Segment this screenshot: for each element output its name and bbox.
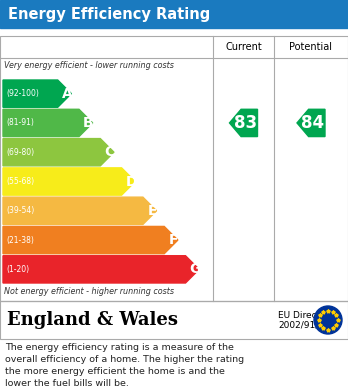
Text: England & Wales: England & Wales — [7, 311, 178, 329]
Text: Very energy efficient - lower running costs: Very energy efficient - lower running co… — [4, 61, 174, 70]
Text: 2002/91/EC: 2002/91/EC — [278, 321, 330, 330]
Text: (39-54): (39-54) — [6, 206, 34, 215]
Polygon shape — [3, 226, 178, 254]
Text: D: D — [125, 174, 137, 188]
Text: (69-80): (69-80) — [6, 148, 34, 157]
Bar — [0, 36, 348, 301]
Text: 83: 83 — [234, 114, 257, 132]
Text: (55-68): (55-68) — [6, 177, 34, 186]
Polygon shape — [297, 109, 325, 136]
Text: Current: Current — [225, 42, 262, 52]
Text: (92-100): (92-100) — [6, 89, 39, 98]
Text: The energy efficiency rating is a measure of the
overall efficiency of a home. T: The energy efficiency rating is a measur… — [5, 343, 244, 388]
Text: Not energy efficient - higher running costs: Not energy efficient - higher running co… — [4, 287, 174, 296]
Text: G: G — [189, 262, 201, 276]
Polygon shape — [3, 168, 135, 195]
Text: (81-91): (81-91) — [6, 118, 34, 127]
Text: A: A — [62, 87, 73, 100]
Text: Energy Efficiency Rating: Energy Efficiency Rating — [8, 7, 210, 22]
Text: 84: 84 — [301, 114, 325, 132]
Text: (21-38): (21-38) — [6, 235, 34, 245]
Text: B: B — [83, 116, 94, 130]
Text: C: C — [105, 145, 115, 159]
Bar — [0, 301, 348, 339]
Text: E: E — [148, 204, 157, 218]
Polygon shape — [3, 197, 157, 224]
Polygon shape — [3, 138, 114, 166]
Text: EU Directive: EU Directive — [278, 312, 334, 321]
Text: Potential: Potential — [290, 42, 332, 52]
Polygon shape — [229, 109, 258, 136]
Bar — [0, 0, 348, 28]
Polygon shape — [3, 80, 71, 107]
Circle shape — [314, 306, 342, 334]
Text: F: F — [169, 233, 179, 247]
Text: (1-20): (1-20) — [6, 265, 29, 274]
Polygon shape — [3, 256, 199, 283]
Polygon shape — [3, 109, 93, 136]
